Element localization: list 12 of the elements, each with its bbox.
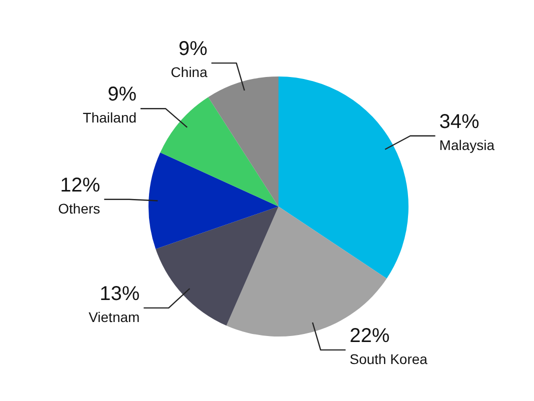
slice-label: Others [58, 200, 100, 216]
data-label: 34% [439, 110, 480, 133]
data-label: 9% [108, 84, 137, 106]
slice-label: Malaysia [439, 136, 495, 153]
data-label: 22% [350, 324, 390, 347]
slice-label: South Korea [350, 350, 428, 367]
data-label: 13% [100, 282, 140, 305]
data-label: 12% [60, 174, 100, 196]
slice-label: Thailand [82, 110, 137, 126]
data-label: 9% [178, 38, 208, 60]
slice-label: Vietnam [88, 308, 140, 325]
slice-label: China [170, 64, 208, 80]
